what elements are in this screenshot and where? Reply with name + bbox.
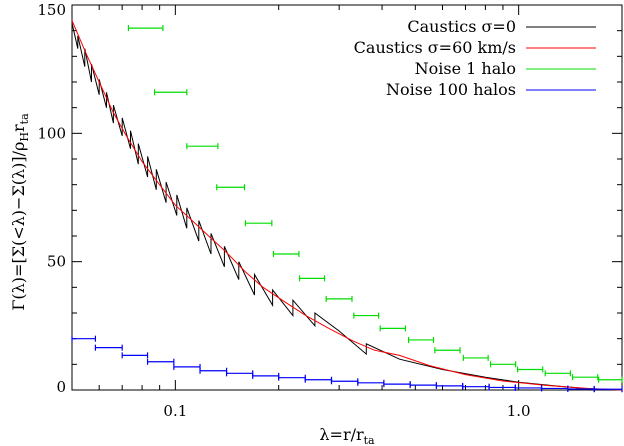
series-0	[71, 22, 623, 391]
legend-label: Caustics σ=60 km/s	[354, 38, 516, 57]
series-line	[71, 20, 623, 391]
legend-label: Caustics σ=0	[407, 17, 516, 36]
y-axis-title: Γ(λ)=[Σ(<λ)−Σ(λ)]/ρHrta	[9, 113, 31, 311]
y-tick-label: 0	[56, 378, 66, 396]
axis-ticks	[71, 4, 623, 391]
legend-label: Noise 1 halo	[415, 59, 516, 78]
legend-label: Noise 100 halos	[386, 80, 516, 99]
y-tick-label: 150	[37, 1, 66, 19]
tick-labels: 0.1 1.0 0 50 100 150	[37, 1, 530, 420]
series-1	[71, 20, 623, 391]
series-2	[127, 25, 623, 383]
series-layer	[71, 20, 623, 393]
plot-frame	[71, 4, 623, 391]
y-tick-label: 100	[37, 124, 66, 142]
series-3	[71, 335, 623, 393]
y-tick-label: 50	[47, 253, 66, 271]
series-line	[71, 22, 623, 391]
x-tick-label: 0.1	[163, 402, 187, 420]
legend: Caustics σ=0 Caustics σ=60 km/s Noise 1 ha…	[354, 17, 596, 99]
x-tick-label: 1.0	[507, 402, 531, 420]
x-axis-title: λ=r/rta	[319, 425, 375, 446]
